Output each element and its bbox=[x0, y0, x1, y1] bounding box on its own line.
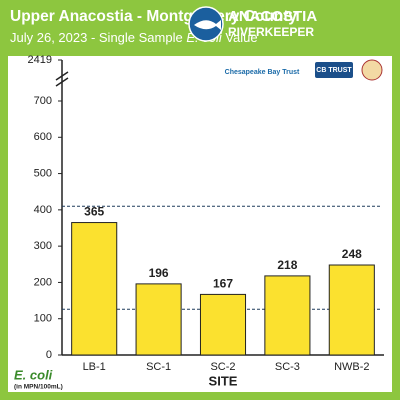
x-tick-label: SC-1 bbox=[146, 361, 171, 373]
partners: Chesapeake Bay Trust CB TRUST bbox=[225, 59, 383, 81]
x-tick-label: LB-1 bbox=[83, 361, 106, 373]
partner-seal bbox=[361, 59, 383, 81]
y-tick-label: 500 bbox=[34, 167, 52, 179]
data-label: 248 bbox=[342, 247, 362, 261]
bar bbox=[328, 264, 375, 356]
bar bbox=[199, 293, 247, 356]
y-tick-label: 2419 bbox=[28, 54, 52, 66]
chart-title: Upper Anacostia - Montgomery County bbox=[10, 8, 297, 25]
data-label: 196 bbox=[149, 266, 169, 280]
partner-badge bbox=[315, 62, 353, 78]
partner-text: CB TRUST bbox=[316, 67, 352, 74]
subtitle-part: Value bbox=[222, 30, 258, 45]
x-tick-label: NWB-2 bbox=[334, 361, 369, 373]
y-tick-label: 400 bbox=[34, 204, 52, 216]
axis-break bbox=[55, 71, 69, 81]
axis-break bbox=[55, 77, 69, 87]
data-label: 167 bbox=[213, 277, 233, 291]
x-tick-label: SC-2 bbox=[210, 361, 235, 373]
x-axis-label: SITE bbox=[209, 373, 238, 388]
subtitle-part: July 26, 2023 - Single Sample bbox=[10, 30, 186, 45]
data-label: 218 bbox=[277, 258, 297, 272]
y-axis-label: E. coli bbox=[14, 367, 53, 382]
y-tick-label: 0 bbox=[46, 349, 52, 361]
bar bbox=[264, 275, 311, 356]
y-tick-label: 100 bbox=[34, 313, 52, 325]
logo-text: RIVERKEEPER bbox=[228, 25, 314, 39]
bar bbox=[71, 222, 118, 356]
y-axis-unit: (in MPN/100mL) bbox=[14, 384, 63, 391]
data-label: 365 bbox=[84, 205, 104, 219]
x-tick-label: SC-3 bbox=[275, 361, 300, 373]
partner-text: Chesapeake Bay Trust bbox=[225, 69, 300, 76]
logo-fish bbox=[194, 20, 221, 30]
y-tick-label: 700 bbox=[34, 95, 52, 107]
logo-text: ANACOSTIA bbox=[228, 8, 317, 25]
y-tick-label: 600 bbox=[34, 131, 52, 143]
y-tick-label: 200 bbox=[34, 276, 52, 288]
bar bbox=[135, 283, 182, 356]
logo: ANACOSTIA RIVERKEEPER bbox=[188, 6, 317, 42]
y-tick-label: 300 bbox=[34, 240, 52, 252]
